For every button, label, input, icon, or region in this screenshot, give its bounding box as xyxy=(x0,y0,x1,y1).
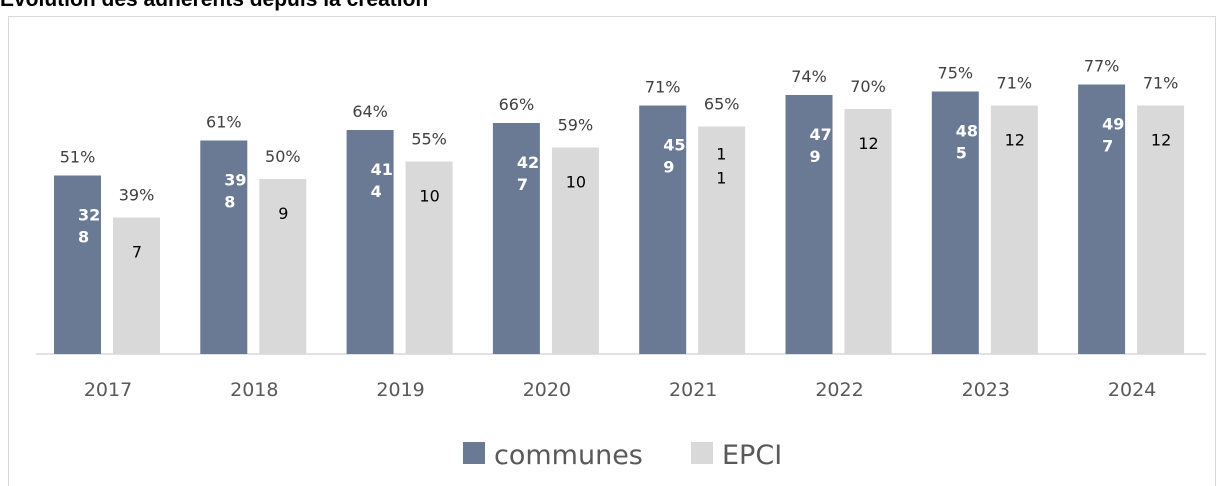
data-label-epci-pct: 70% xyxy=(850,77,886,96)
data-label-communes-count: 7 xyxy=(1102,137,1113,156)
data-label-communes-count: 45 xyxy=(663,136,685,155)
data-label-communes-pct: 51% xyxy=(60,148,96,167)
bar-communes xyxy=(346,130,394,354)
x-tick-label: 2024 xyxy=(1108,379,1156,401)
data-label-epci-pct: 71% xyxy=(997,74,1033,93)
data-label-communes-count: 42 xyxy=(517,153,539,172)
data-label-epci-count: 12 xyxy=(858,134,878,153)
legend-swatch-communes xyxy=(463,442,485,464)
data-label-epci-count: 7 xyxy=(132,243,142,262)
x-tick-label: 2021 xyxy=(669,379,717,401)
bar-epci xyxy=(990,105,1038,354)
data-label-communes-count: 41 xyxy=(371,160,393,179)
data-label-epci-pct: 71% xyxy=(1143,74,1179,93)
x-tick-label: 2018 xyxy=(230,379,278,401)
data-label-communes-pct: 64% xyxy=(352,102,388,121)
bar-epci xyxy=(1137,105,1185,354)
data-label-epci-count: 10 xyxy=(566,173,586,192)
bar-epci xyxy=(259,179,307,354)
data-label-communes-count: 48 xyxy=(956,122,978,141)
x-tick-label: 2023 xyxy=(962,379,1010,401)
data-label-communes-pct: 75% xyxy=(938,64,974,83)
data-label-communes-count: 32 xyxy=(78,206,100,225)
data-label-communes-pct: 71% xyxy=(645,78,681,97)
bar-communes xyxy=(1078,84,1126,354)
data-label-communes-pct: 77% xyxy=(1084,57,1120,76)
data-label-communes-count: 9 xyxy=(663,158,674,177)
data-label-communes-count: 4 xyxy=(371,182,382,201)
data-label-epci-count: 12 xyxy=(1005,131,1025,150)
data-label-epci-pct: 39% xyxy=(119,186,155,205)
bar-communes xyxy=(492,123,540,354)
bar-epci xyxy=(405,161,453,354)
data-label-communes-pct: 66% xyxy=(499,95,535,114)
data-label-communes-count: 8 xyxy=(224,193,235,212)
bar-epci xyxy=(551,147,599,354)
bar-communes xyxy=(200,140,248,354)
data-label-epci-pct: 59% xyxy=(558,116,594,135)
data-label-epci-pct: 50% xyxy=(265,147,301,166)
data-label-communes-pct: 61% xyxy=(206,113,242,132)
legend-label-communes: communes xyxy=(494,440,643,471)
data-label-communes-count: 39 xyxy=(224,171,246,190)
data-label-epci-pct: 65% xyxy=(704,95,740,114)
data-label-communes-count: 49 xyxy=(1102,115,1124,134)
x-tick-label: 2022 xyxy=(815,379,863,401)
x-tick-label: 2019 xyxy=(376,379,424,401)
legend-swatch-epci xyxy=(691,442,713,464)
chart-title: Evolution des adhérents depuis la créati… xyxy=(0,0,428,12)
data-label-communes-count: 9 xyxy=(810,147,821,166)
x-tick-label: 2017 xyxy=(84,379,132,401)
data-label-epci-count: 1 xyxy=(716,145,726,164)
bar-communes xyxy=(639,105,687,354)
data-label-communes-count: 7 xyxy=(517,175,528,194)
bar-epci xyxy=(698,126,746,354)
data-label-epci-count: 1 xyxy=(716,169,726,188)
data-label-epci-count: 9 xyxy=(278,204,288,223)
bar-communes xyxy=(931,91,979,354)
bar-epci xyxy=(844,109,892,354)
data-label-epci-pct: 55% xyxy=(411,130,447,149)
legend-label-epci: EPCI xyxy=(722,440,782,471)
data-label-epci-count: 12 xyxy=(1151,131,1171,150)
bar-communes xyxy=(54,175,101,354)
bar-epci xyxy=(113,217,160,354)
chart-frame xyxy=(8,16,1216,486)
data-label-communes-count: 5 xyxy=(956,144,967,163)
bar-communes xyxy=(785,95,833,354)
data-label-communes-pct: 74% xyxy=(791,67,827,86)
x-tick-label: 2020 xyxy=(523,379,571,401)
data-label-communes-count: 8 xyxy=(78,228,89,247)
data-label-epci-count: 10 xyxy=(419,187,439,206)
data-label-communes-count: 47 xyxy=(810,125,832,144)
